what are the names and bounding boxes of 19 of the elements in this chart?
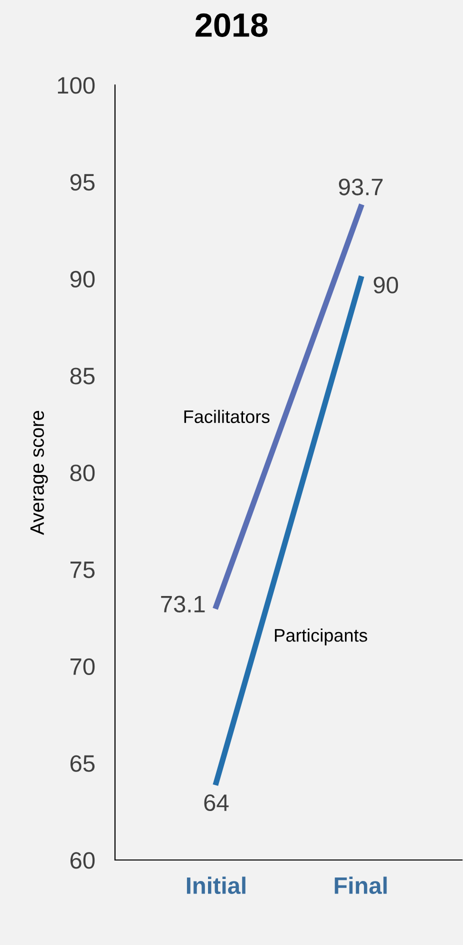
y-tick-label: 75 [70, 562, 95, 578]
x-tick-label: Initial [186, 876, 246, 894]
y-tick-label: 85 [70, 368, 95, 384]
y-tick-label: 95 [70, 174, 95, 191]
data-label: 64 [204, 794, 229, 812]
y-tick-label: 90 [70, 270, 95, 288]
y-tick-label: 80 [70, 464, 95, 482]
y-tick-label: 65 [70, 755, 95, 772]
y-tick-label: 70 [70, 658, 95, 676]
y-tick-label: 100 [58, 77, 95, 94]
series-label: Facilitators [184, 410, 270, 424]
data-label: 73.1 [161, 596, 205, 613]
x-tick-label: Final [334, 876, 387, 894]
y-tick-label: 60 [70, 852, 95, 869]
y-axis-title: Average score [30, 410, 48, 535]
series-label: Participants [274, 628, 368, 646]
data-label: 90 [374, 276, 398, 294]
data-label: 93.7 [338, 178, 383, 196]
chart-title: 2018 [196, 13, 268, 37]
